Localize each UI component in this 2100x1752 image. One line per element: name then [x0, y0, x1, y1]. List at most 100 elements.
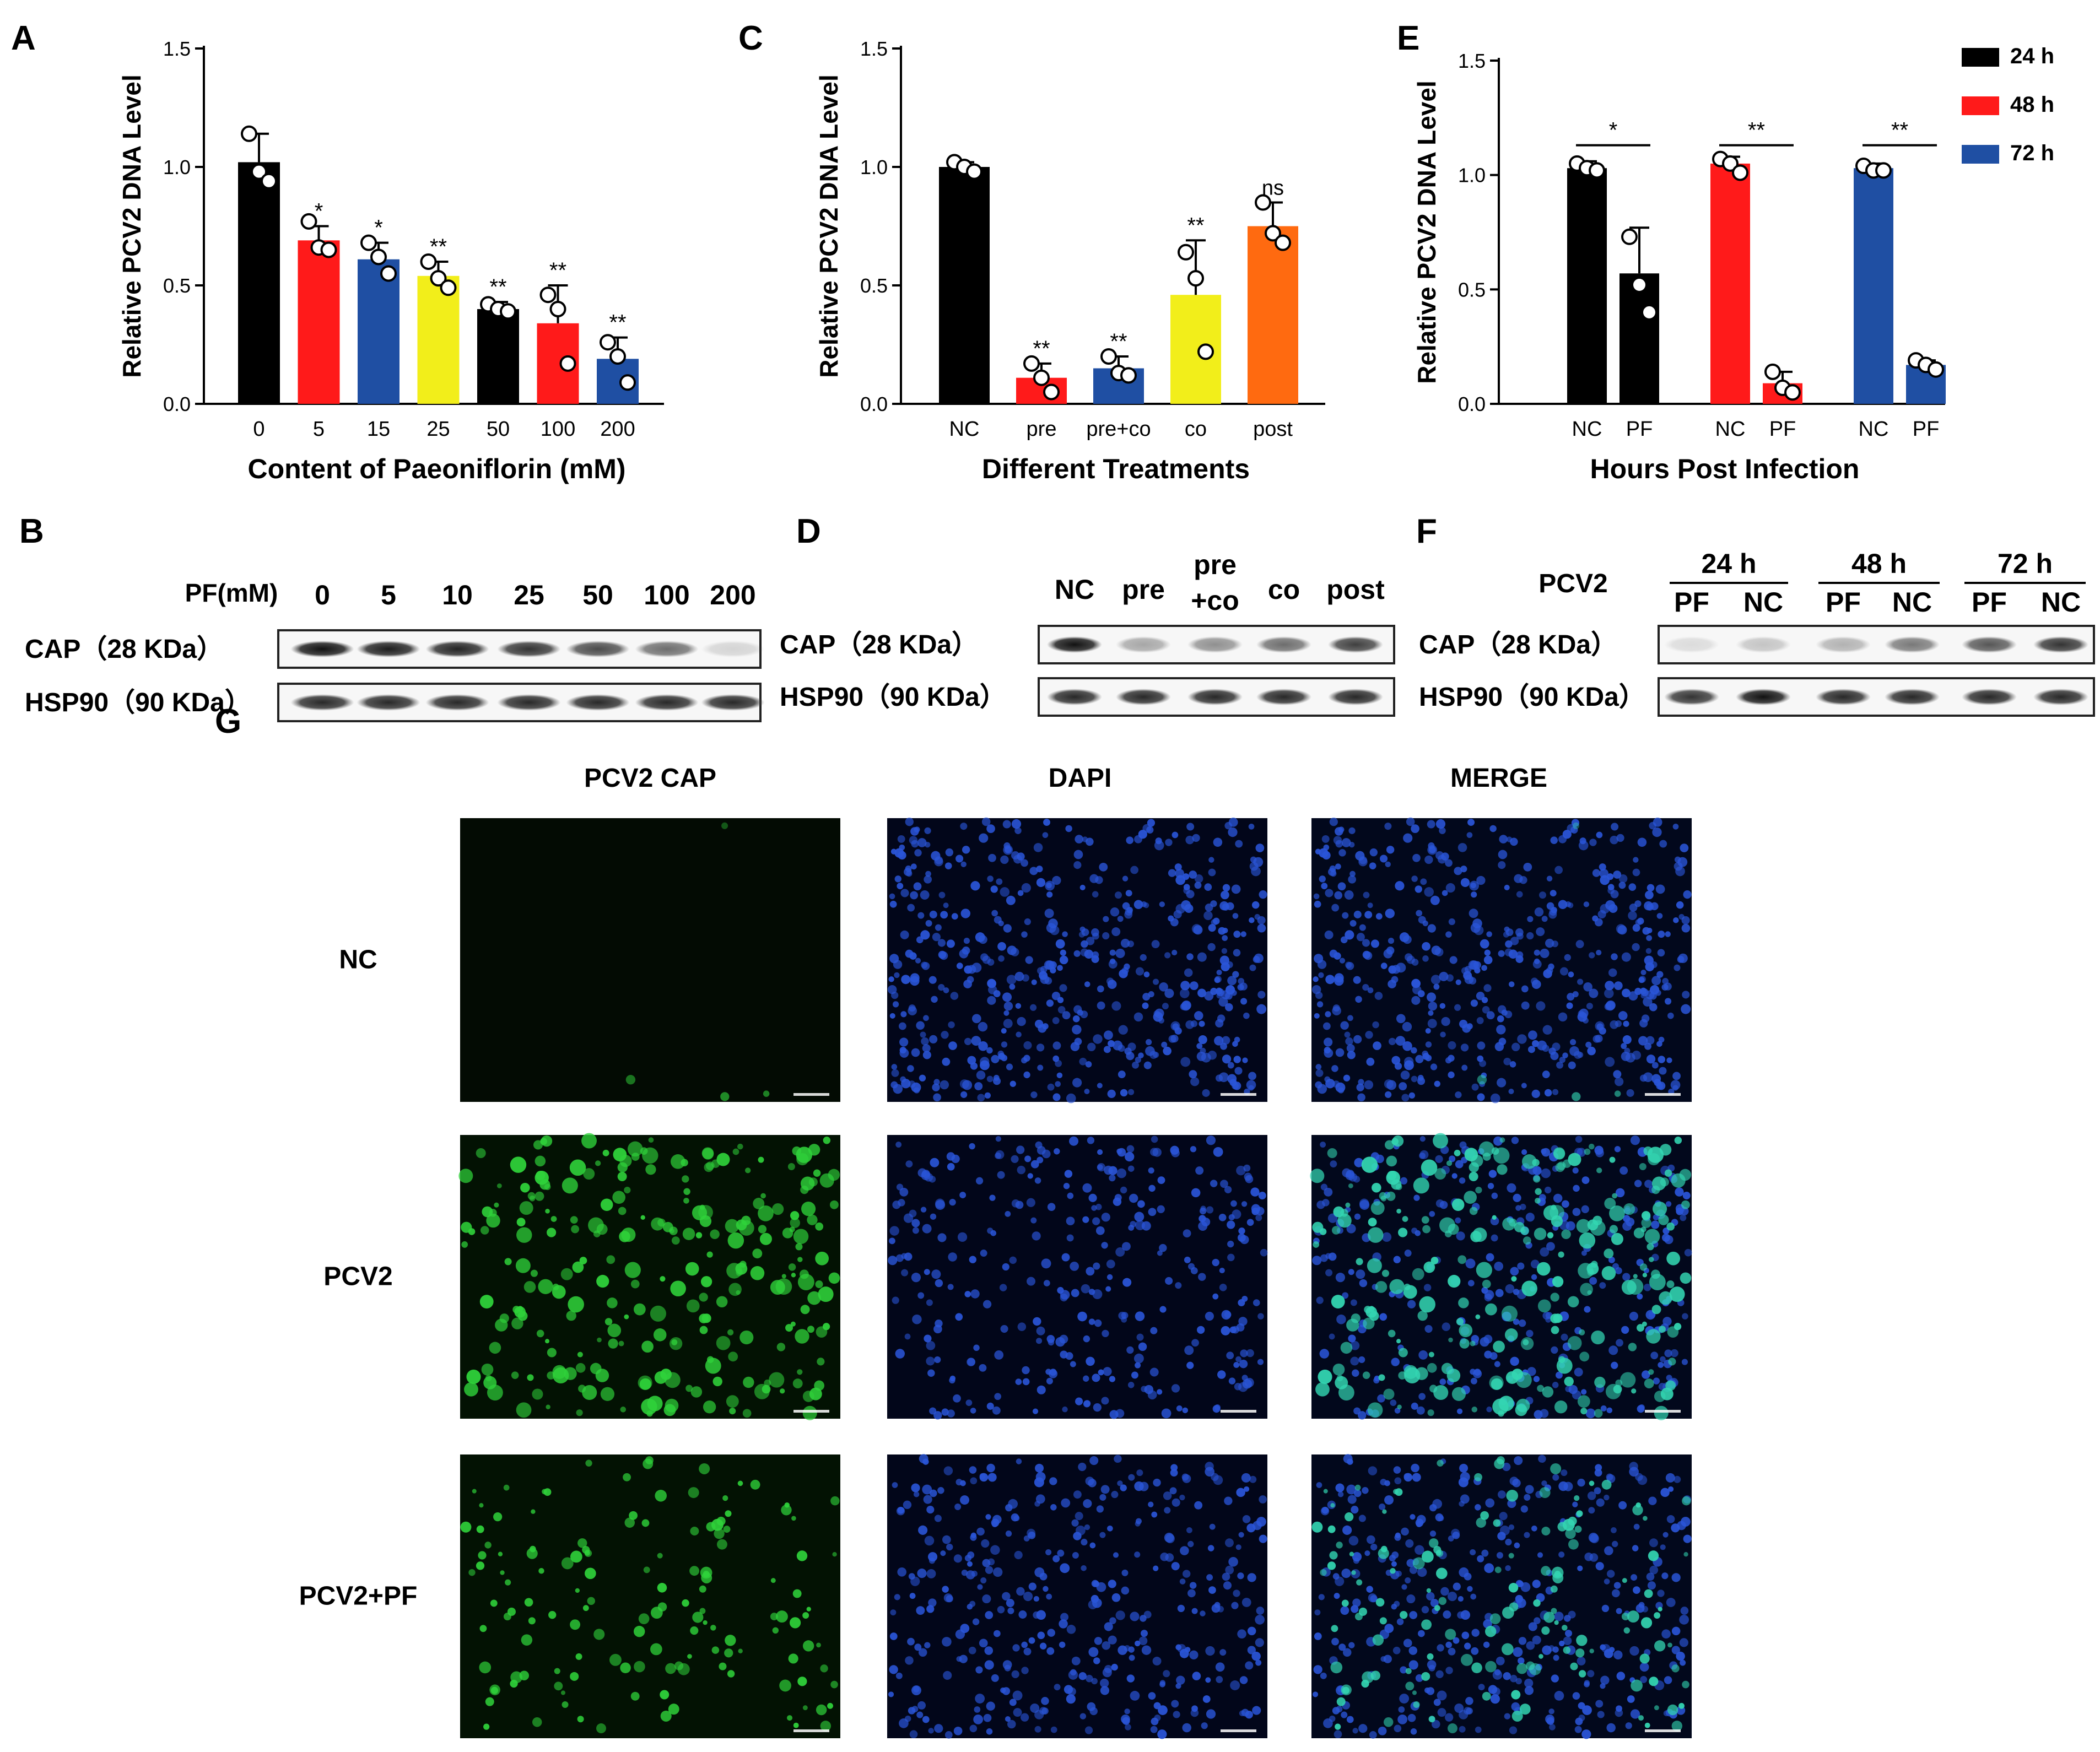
nucleus-dot [1081, 1565, 1087, 1571]
infected-cell-dot [1497, 1456, 1505, 1464]
infected-cell-dot [822, 1323, 830, 1331]
nucleus-dot [1645, 948, 1652, 954]
nucleus-dot [1551, 907, 1557, 913]
infected-cell-dot [665, 1398, 679, 1413]
infected-cell-dot [515, 1258, 531, 1273]
nucleus-dot [1353, 1176, 1361, 1183]
nucleus-dot [1411, 1075, 1418, 1083]
nucleus-dot [905, 949, 914, 958]
infected-cell-dot [1631, 1388, 1637, 1394]
infected-cell-dot [1553, 1313, 1563, 1323]
infected-cell-dot [1666, 1251, 1681, 1266]
nucleus-dot [1358, 1724, 1368, 1733]
nucleus-dot [1159, 901, 1165, 907]
nucleus-dot [1009, 1256, 1017, 1264]
nucleus-dot [1615, 1188, 1625, 1198]
nucleus-dot [1159, 1243, 1167, 1252]
nucleus-dot [1350, 1340, 1360, 1350]
nucleus-dot [1152, 1657, 1162, 1666]
nucleus-dot [1486, 931, 1492, 937]
nucleus-dot [933, 1093, 941, 1102]
nucleus-dot [994, 1350, 1004, 1360]
infected-cell-dot [1511, 1369, 1523, 1380]
nucleus-dot [1575, 940, 1584, 949]
nucleus-dot [1612, 1540, 1618, 1548]
nucleus-dot [1324, 1076, 1331, 1083]
nucleus-dot [1173, 1711, 1180, 1718]
infected-cell-dot [1421, 1216, 1429, 1224]
infected-cell-dot [629, 1511, 638, 1520]
nucleus-dot [891, 1064, 898, 1070]
infected-cell-dot [1632, 1505, 1643, 1516]
nucleus-dot [1244, 1486, 1250, 1492]
infected-cell-dot [692, 1612, 704, 1623]
nucleus-dot [1087, 1137, 1095, 1144]
nucleus-dot [1577, 1565, 1583, 1571]
nucleus-dot [1595, 1700, 1604, 1708]
nucleus-dot [1136, 1333, 1144, 1341]
infected-cell-dot [772, 1203, 784, 1215]
nucleus-dot [1126, 836, 1133, 844]
nucleus-dot [1095, 1226, 1105, 1235]
nucleus-dot [1558, 1012, 1568, 1022]
nucleus-dot [1357, 1093, 1365, 1102]
nucleus-dot [1110, 907, 1120, 917]
nucleus-dot [1024, 918, 1031, 926]
infected-cell-dot [1327, 1148, 1337, 1159]
nucleus-dot [943, 902, 949, 909]
blot-header-label: PF(mM) [185, 578, 278, 607]
nucleus-dot [1066, 1093, 1076, 1104]
nucleus-dot [1525, 1485, 1534, 1494]
infected-cell-dot [630, 1279, 640, 1289]
nucleus-dot [1440, 1587, 1449, 1596]
infected-cell-dot [1335, 1376, 1348, 1389]
infected-cell-dot [1386, 1155, 1397, 1167]
significance-label: * [374, 216, 383, 240]
blot-lane-label: NC [1743, 587, 1783, 618]
nucleus-dot [1235, 1544, 1241, 1550]
nucleus-dot [1101, 1213, 1110, 1222]
infected-cell-dot [1551, 1326, 1559, 1334]
nucleus-dot [1345, 1037, 1353, 1046]
nucleus-dot [916, 1711, 924, 1718]
infected-cell-dot [1587, 1290, 1592, 1295]
nucleus-dot [1005, 1210, 1011, 1217]
nucleus-dot [1503, 1057, 1511, 1066]
infected-cell-dot [1621, 1280, 1637, 1295]
nucleus-dot [892, 1482, 898, 1488]
infected-cell-dot [490, 1599, 498, 1607]
nucleus-dot [1608, 1256, 1615, 1263]
nucleus-dot [1532, 960, 1542, 969]
nucleus-dot [1367, 902, 1373, 909]
infected-cell-dot [650, 1305, 666, 1322]
infected-cell-dot [1648, 1550, 1659, 1561]
nucleus-dot [890, 848, 897, 855]
nucleus-dot [1260, 1248, 1268, 1257]
nucleus-dot [971, 1036, 981, 1046]
infected-cell-dot [752, 1248, 763, 1259]
nucleus-dot [1177, 1643, 1186, 1653]
nucleus-dot [1604, 1546, 1613, 1555]
infected-cell-dot [1611, 1232, 1623, 1245]
x-tick-label: 50 [487, 418, 510, 441]
nucleus-dot [1364, 1550, 1370, 1556]
infected-cell-dot [1402, 1216, 1408, 1222]
nucleus-dot [1550, 1052, 1559, 1061]
nucleus-dot [1533, 1376, 1540, 1382]
nucleus-dot [926, 1605, 935, 1613]
nucleus-dot [1241, 1201, 1248, 1207]
nucleus-dot [899, 844, 905, 851]
nucleus-dot [1006, 975, 1017, 985]
nucleus-dot [1022, 1366, 1030, 1375]
blot-band [497, 641, 561, 657]
nucleus-dot [1520, 1203, 1526, 1210]
infected-cell-dot [1671, 1721, 1683, 1732]
nucleus-dot [1481, 1549, 1489, 1557]
nucleus-dot [1001, 1041, 1008, 1048]
nucleus-dot [1609, 1647, 1615, 1653]
infected-cell-dot [1648, 1369, 1654, 1375]
nucleus-dot [898, 1199, 905, 1207]
infected-cell-dot [1437, 1459, 1444, 1467]
nucleus-dot [1648, 1496, 1657, 1505]
nucleus-dot [1183, 1229, 1191, 1238]
